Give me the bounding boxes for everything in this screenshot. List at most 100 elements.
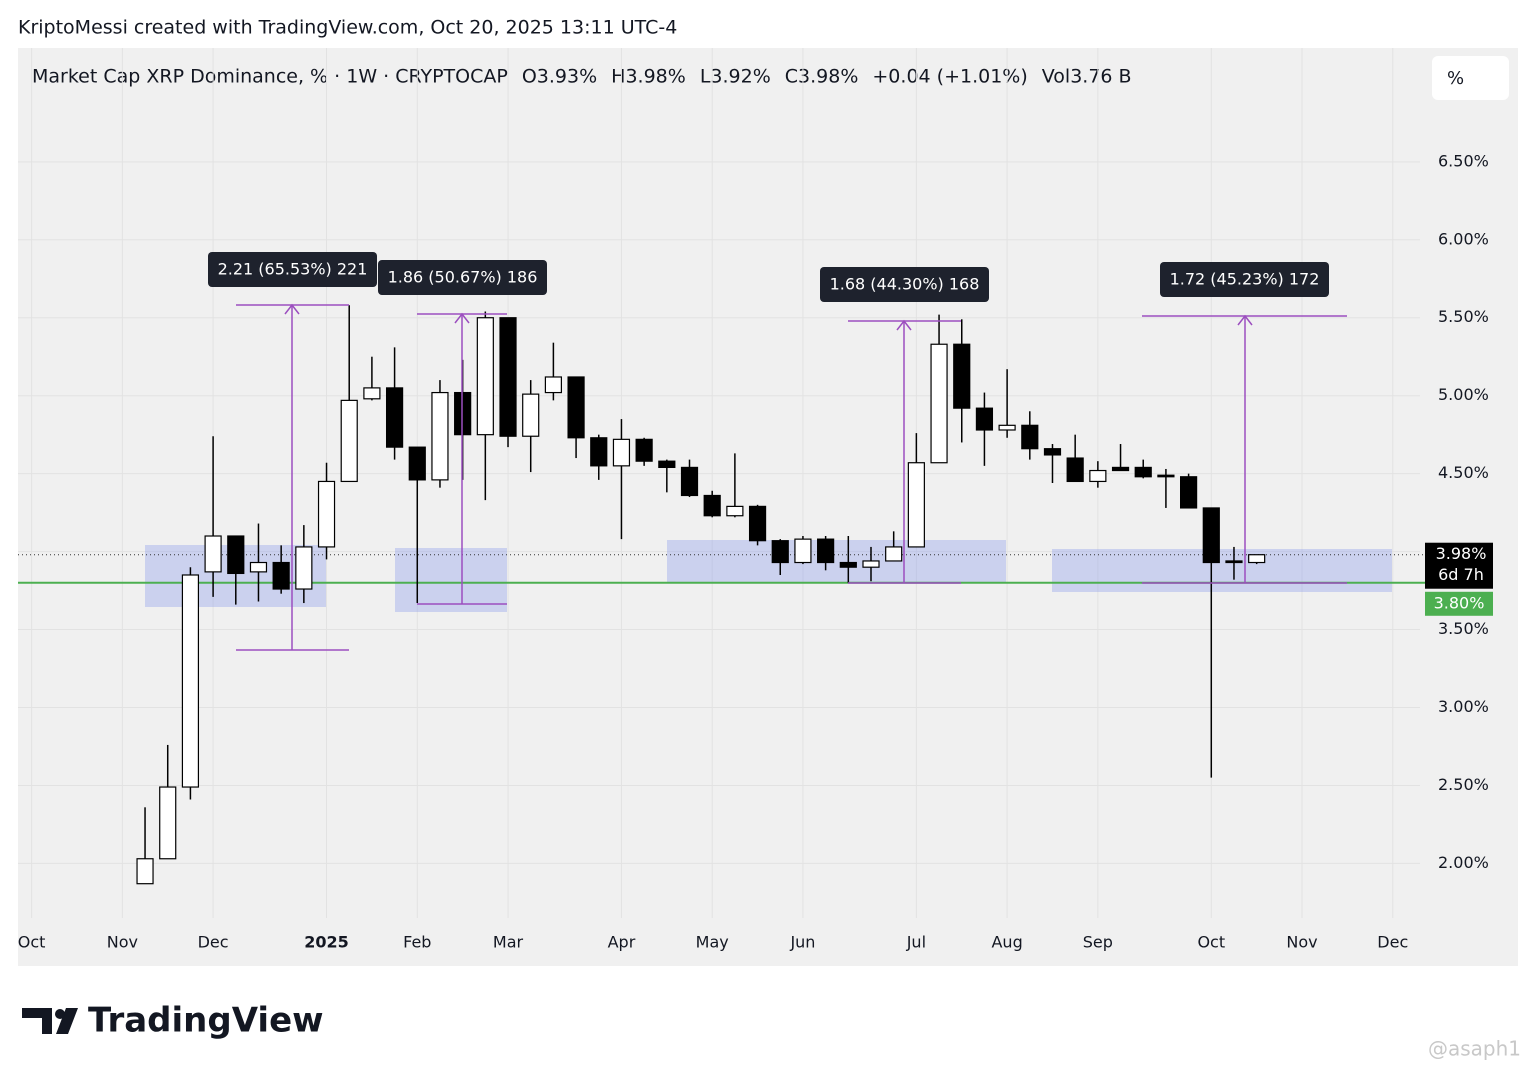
ohlc-value: L3.92% — [700, 66, 771, 88]
candle-body — [839, 561, 857, 568]
candle-body — [159, 786, 177, 860]
measure-label-bg — [820, 267, 989, 302]
x-tick-label: Mar — [493, 933, 524, 952]
x-tick-label: 2025 — [304, 933, 349, 952]
candle-body — [817, 538, 835, 564]
ohlc-value: O3.93% — [522, 66, 597, 88]
support-label: 3.80% — [1434, 593, 1485, 612]
candle-body — [1089, 469, 1107, 483]
candle-body — [1202, 507, 1220, 564]
x-tick-label: Nov — [1286, 933, 1317, 952]
candle-body — [204, 535, 222, 573]
zone — [1052, 549, 1392, 592]
x-tick-label: May — [696, 933, 729, 952]
x-tick-label: Dec — [1377, 933, 1408, 952]
measure-label: 1.68 (44.30%) 168 — [830, 275, 980, 294]
y-tick-label: 5.00% — [1438, 385, 1489, 404]
candle-body — [1157, 474, 1175, 478]
candle-body — [1180, 476, 1198, 509]
x-tick-label: Oct — [18, 933, 46, 952]
candle-body — [567, 376, 585, 439]
ohlc-value: +0.04 (+1.01%) — [872, 66, 1027, 88]
last-price-label: 3.98% — [1436, 544, 1487, 563]
measure-arrowhead — [284, 303, 300, 315]
x-tick-label: Oct — [1197, 933, 1225, 952]
y-tick-label: 2.00% — [1438, 853, 1489, 872]
candle-body — [771, 540, 789, 564]
candle-body — [953, 343, 971, 409]
candle-body — [930, 343, 948, 464]
candle-body — [317, 480, 336, 548]
candle-body — [998, 424, 1016, 431]
candle-body — [522, 393, 540, 437]
candle-body — [544, 376, 562, 394]
ohlc-value: Vol3.76 B — [1042, 66, 1132, 88]
candle-body — [885, 546, 903, 562]
candle-body — [363, 387, 381, 400]
candle-body — [340, 399, 358, 483]
candle-body — [680, 466, 699, 497]
candle-body — [272, 561, 290, 590]
brand-logo — [22, 1008, 78, 1034]
candle-body — [726, 505, 744, 517]
y-tick-label: 4.50% — [1438, 463, 1489, 482]
candle-body — [181, 574, 200, 788]
candle-body — [295, 546, 313, 590]
chart-background — [18, 48, 1518, 966]
candle-body — [431, 391, 449, 481]
candle-body — [1021, 424, 1039, 450]
candle-body — [658, 460, 676, 469]
candle-body — [748, 505, 767, 542]
ohlc-value: C3.98% — [785, 66, 859, 88]
x-tick-label: Feb — [403, 933, 431, 952]
x-tick-label: Jul — [906, 933, 926, 952]
scale-button-label[interactable]: % — [1447, 68, 1464, 89]
candle-body — [476, 317, 494, 436]
measure-label-bg — [1160, 262, 1329, 297]
measure-label: 1.72 (45.23%) 172 — [1170, 270, 1320, 289]
x-tick-label: Jun — [789, 933, 815, 952]
candle-body — [227, 535, 245, 575]
zone — [395, 548, 507, 612]
candle-body — [1111, 466, 1130, 472]
candle-body — [703, 494, 721, 517]
measure-arrowhead — [454, 312, 470, 324]
x-tick-label: Aug — [991, 933, 1022, 952]
measure-arrowhead — [896, 319, 912, 331]
x-tick-label: Sep — [1083, 933, 1113, 952]
candle-body — [635, 438, 653, 462]
y-tick-label: 3.00% — [1438, 697, 1489, 716]
candle-body — [907, 462, 925, 548]
candle-body — [499, 317, 517, 437]
ohlc-value: H3.98% — [611, 66, 686, 88]
y-tick-label: 3.50% — [1438, 619, 1489, 638]
measure-label-bg — [378, 260, 547, 295]
candle-body — [862, 560, 880, 568]
credit: KriptoMessi created with TradingView.com… — [18, 17, 677, 39]
candle-body — [794, 538, 812, 564]
watermark: @asaph1 — [1428, 1037, 1521, 1061]
scale-button[interactable] — [1432, 56, 1509, 100]
candle-body — [1066, 457, 1084, 483]
y-tick-label: 2.50% — [1438, 775, 1489, 794]
candle-body — [975, 407, 994, 431]
y-tick-label: 5.50% — [1438, 307, 1489, 326]
candle-body — [1043, 448, 1062, 456]
brand: TradingView — [88, 1001, 324, 1041]
x-tick-label: Dec — [198, 933, 229, 952]
candle-body — [136, 858, 154, 885]
y-tick-label: 6.00% — [1438, 229, 1489, 248]
candle-body — [249, 561, 268, 573]
candle-body — [408, 446, 426, 481]
candle-body — [1225, 560, 1243, 564]
measure-label-bg — [208, 252, 377, 287]
support-label-bg — [1425, 591, 1493, 616]
candle-body — [612, 438, 631, 467]
measure-label: 1.86 (50.67%) 186 — [388, 268, 538, 287]
x-tick-label: Apr — [608, 933, 636, 952]
countdown: 6d 7h — [1438, 565, 1484, 584]
measure-arrowhead — [1237, 314, 1253, 326]
zone — [667, 540, 1006, 583]
symbol-title: Market Cap XRP Dominance, % · 1W · CRYPT… — [32, 66, 508, 88]
